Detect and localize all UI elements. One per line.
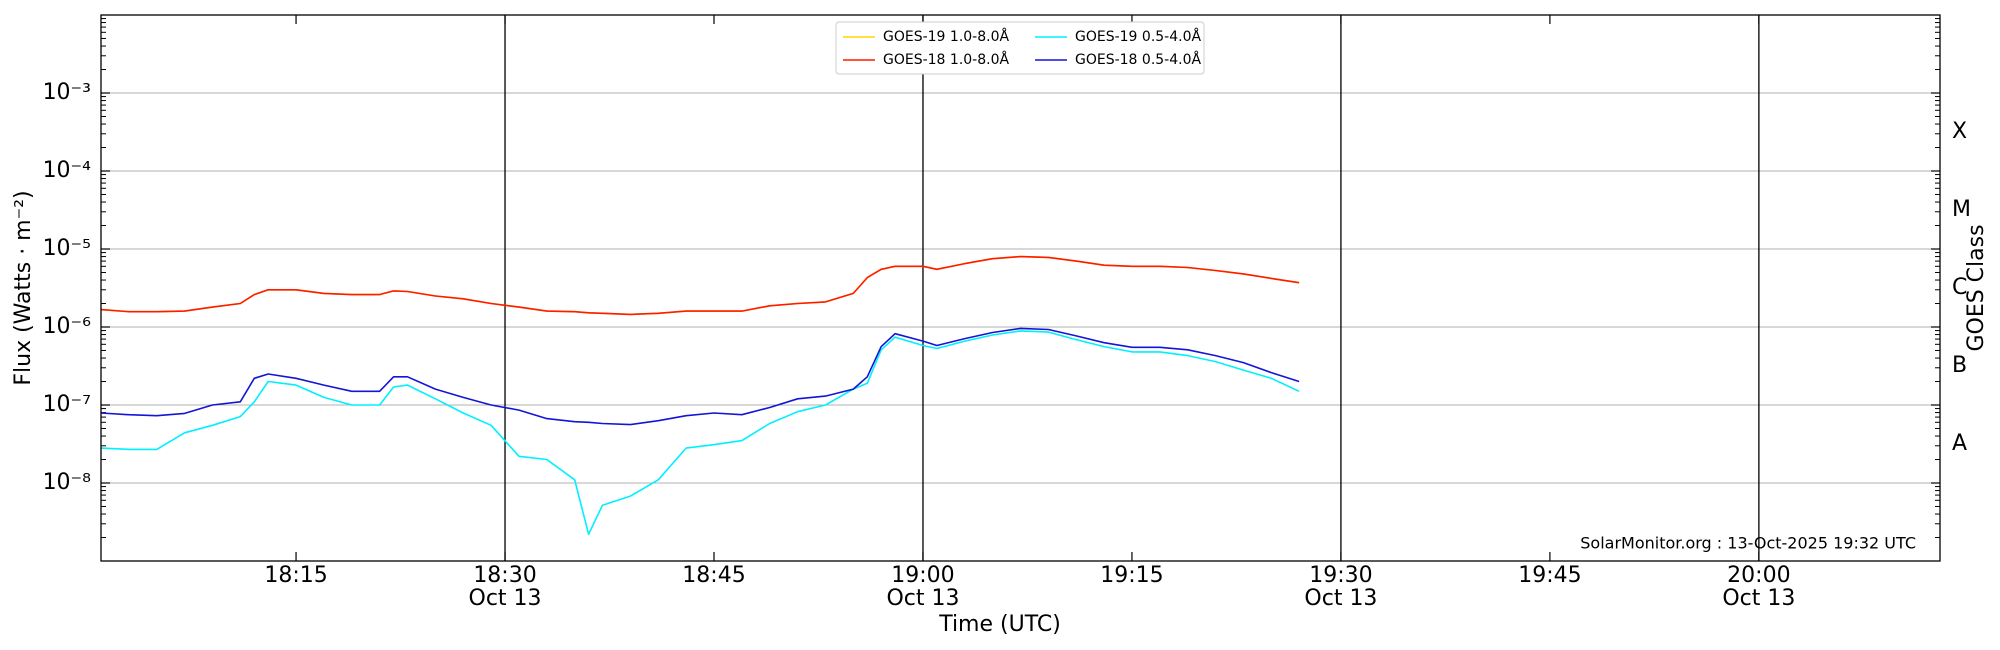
legend-label: GOES-18 1.0-8.0Å <box>883 51 1009 68</box>
x-tick-label: 18:15 <box>264 563 327 588</box>
series-line <box>100 330 1300 536</box>
y2-tick-label: A <box>1952 431 1967 456</box>
y2-tick-label: M <box>1952 197 1971 222</box>
legend-label: GOES-19 0.5-4.0Å <box>1075 28 1201 45</box>
x-tick-label: 18:45 <box>682 563 745 588</box>
y2-tick-label: X <box>1952 119 1967 144</box>
x-tick-label: 19:45 <box>1518 563 1581 588</box>
x-tick-label: 19:15 <box>1100 563 1163 588</box>
x-tick-label: Oct 13 <box>1304 586 1377 611</box>
annotation: SolarMonitor.org : 13-Oct-2025 19:32 UTC <box>1580 534 1916 553</box>
x-tick-label: 18:30 <box>473 563 536 588</box>
y2-tick-label: B <box>1952 353 1967 378</box>
y2-axis-label: GOES Class <box>1964 224 1989 351</box>
x-tick-label: Oct 13 <box>1722 586 1795 611</box>
x-tick-label: Oct 13 <box>886 586 959 611</box>
legend-box <box>835 21 1205 75</box>
series-line <box>100 327 1300 426</box>
y-axis-label: Flux (Watts · m⁻²) <box>11 190 36 385</box>
y-tick-label: 10⁻⁸ <box>43 470 92 495</box>
y-tick-label: 10⁻³ <box>43 80 91 105</box>
y2-tick-label: C <box>1952 275 1967 300</box>
x-tick-label: 20:00 <box>1727 563 1790 588</box>
x-axis-label: Time (UTC) <box>938 612 1061 637</box>
series-line <box>100 255 1300 316</box>
legend-label: GOES-18 0.5-4.0Å <box>1075 51 1201 68</box>
y-tick-label: 10⁻⁶ <box>43 314 92 339</box>
y-tick-label: 10⁻⁷ <box>43 392 91 417</box>
x-tick-label: Oct 13 <box>469 586 542 611</box>
y-tick-label: 10⁻⁵ <box>43 236 91 261</box>
plot-frame <box>100 14 1941 562</box>
x-tick-label: 19:00 <box>891 563 954 588</box>
x-tick-label: 19:30 <box>1309 563 1372 588</box>
y-tick-label: 10⁻⁴ <box>43 158 92 183</box>
legend-label: GOES-19 1.0-8.0Å <box>883 28 1009 45</box>
